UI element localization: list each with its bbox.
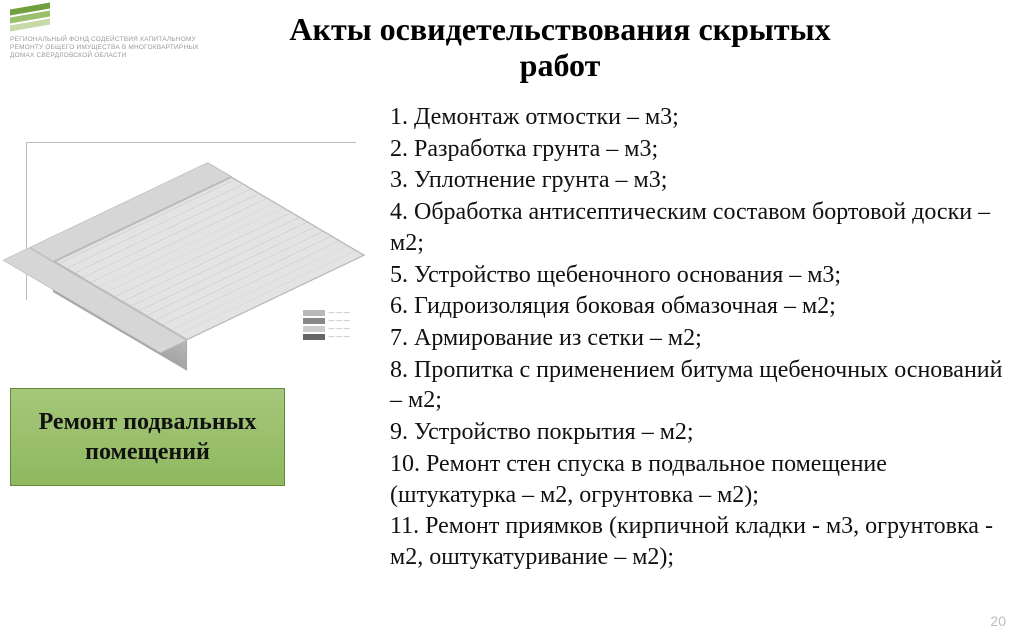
list-item: 8. Пропитка с применением битума щебеноч…	[390, 355, 1010, 416]
org-logo: Региональный фонд содействия капитальном…	[10, 6, 200, 60]
list-item: 11. Ремонт приямков (кирпичной кладки - …	[390, 511, 1010, 572]
works-list: 1. Демонтаж отмостки – м3; 2. Разработка…	[390, 102, 1010, 574]
diagram-legend: — — — — — — — — — — — —	[303, 308, 350, 340]
list-item: 5. Устройство щебеночного основания – м3…	[390, 260, 1010, 291]
list-item: 1. Демонтаж отмостки – м3;	[390, 102, 1010, 133]
list-item: 10. Ремонт стен спуска в подвальное поме…	[390, 449, 1010, 510]
page-number: 20	[990, 613, 1006, 629]
list-item: 6. Гидроизоляция боковая обмазочная – м2…	[390, 291, 1010, 322]
list-item: 3. Уплотнение грунта – м3;	[390, 165, 1010, 196]
foundation-diagram: — — — — — — — — — — — —	[10, 140, 360, 340]
list-item: 9. Устройство покрытия – м2;	[390, 417, 1010, 448]
logo-mark	[10, 6, 50, 32]
list-item: 7. Армирование из сетки – м2;	[390, 323, 1010, 354]
list-item: 2. Разработка грунта – м3;	[390, 134, 1010, 165]
page-title: Акты освидетельствования скрытых работ	[280, 12, 840, 84]
list-item: 4. Обработка антисептическим составом бо…	[390, 197, 1010, 258]
logo-text: Региональный фонд содействия капитальном…	[10, 36, 200, 60]
section-badge: Ремонт подвальных помещений	[10, 388, 285, 486]
